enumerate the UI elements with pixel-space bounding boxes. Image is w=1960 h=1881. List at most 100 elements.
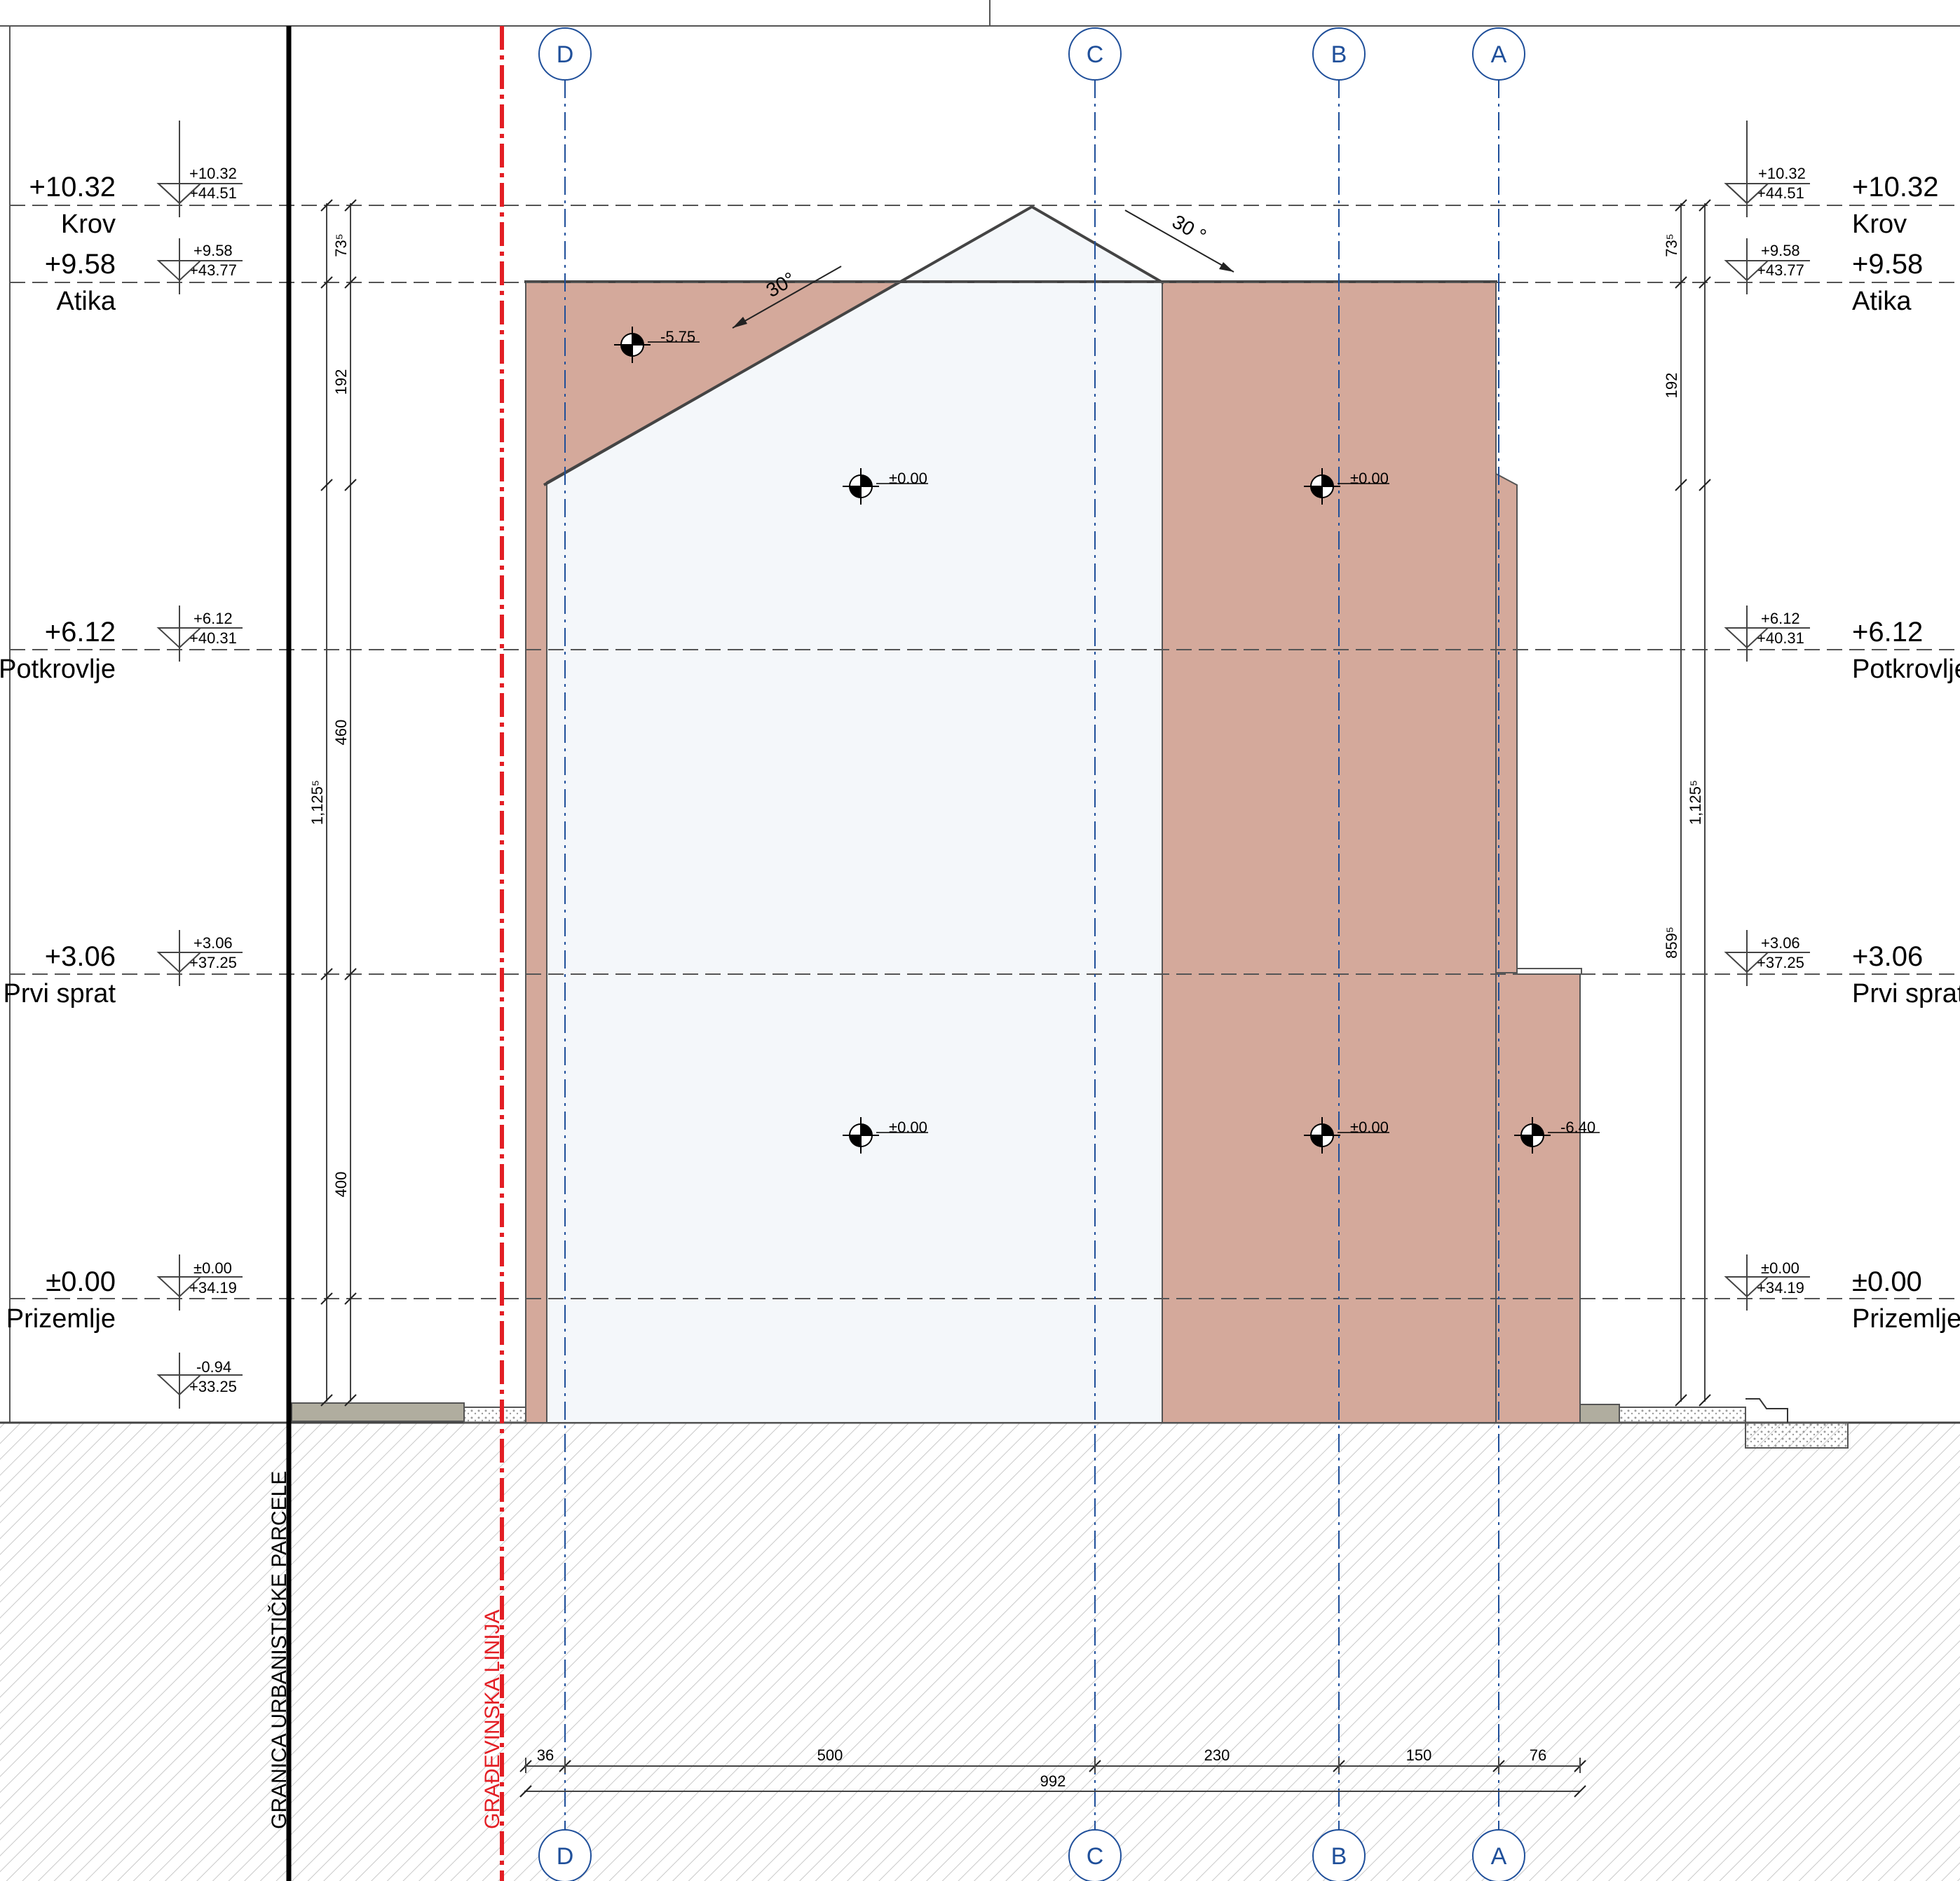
axis-bubble-c	[1068, 1829, 1122, 1881]
depth-mark-quadrant	[861, 1124, 872, 1135]
depth-mark-symbol	[1304, 468, 1389, 505]
level-rel-right-potkrovlje: +6.12	[1761, 610, 1800, 627]
building-line-label: GRAĐEVINSKA LINIJA	[481, 1610, 504, 1829]
depth-mark-symbol	[843, 468, 928, 505]
dim-tick-vertical	[320, 968, 333, 980]
dim-tick-vertical	[344, 1394, 357, 1407]
level-rel-right-prvi-sprat: +3.06	[1761, 934, 1800, 952]
ground-hatch	[0, 1423, 1960, 1881]
level-value-left-prvi-sprat: +3.06	[45, 941, 116, 972]
depth-mark-quadrant	[1532, 1124, 1544, 1135]
dim-tick-vertical	[320, 1394, 333, 1407]
dim-150: 150	[1406, 1746, 1432, 1764]
annex-cornice	[1516, 968, 1582, 975]
level-marker-right-potkrovlje: +6.12 +40.31 +6.12 Potkrovlje	[1757, 610, 1960, 684]
dim-230: 230	[1204, 1746, 1230, 1764]
dim-76: 76	[1530, 1746, 1546, 1764]
depth-mark-quadrant	[1322, 1124, 1333, 1135]
level-rel-right-prizemlje: ±0.00	[1761, 1259, 1799, 1277]
angle-arrowhead-right	[1219, 262, 1234, 272]
level-value-right-prvi-sprat: +3.06	[1852, 941, 1923, 972]
depth-mark-quadrant	[1311, 1135, 1322, 1147]
level-value-left-prizemlje: ±0.00	[46, 1266, 116, 1297]
horizontal-dims: 36 500 230 150 76 992	[524, 1746, 1580, 1792]
dim-tick-vertical	[1675, 276, 1687, 289]
depth-mark-1: -5.75	[614, 327, 700, 363]
level-name-right-prvi-sprat: Prvi sprat	[1852, 979, 1960, 1008]
level-symbols	[156, 121, 1810, 1409]
parcel-boundary-label: GRANICA URBANISTIČKE PARCELE	[267, 1471, 291, 1829]
terrain-abs: +33.25	[189, 1378, 237, 1395]
wall-annex	[1495, 972, 1581, 1423]
level-abs-left-prizemlje: +34.19	[189, 1279, 237, 1297]
depth-mark-symbol	[1514, 1117, 1600, 1154]
axis-bubble-b	[1312, 27, 1366, 81]
level-rel-right-atika: +9.58	[1761, 242, 1800, 259]
dim-tick-vertical	[1699, 199, 1711, 212]
axis-label-c: C	[1087, 41, 1104, 68]
grid-axes: D D C C B B A A	[538, 27, 1525, 1881]
level-marker-left-atika: +9.58 Atika +9.58 +43.77	[45, 242, 237, 316]
dim-left-735: 73⁵	[332, 233, 350, 257]
depth-mark-quadrant	[861, 475, 872, 486]
dim-tick-vertical	[344, 479, 357, 491]
gravel-strip-right	[1619, 1407, 1746, 1423]
level-lines	[10, 205, 1960, 1299]
depth-mark-quadrant	[1322, 475, 1333, 486]
depth-mark-quadrant	[850, 486, 861, 498]
angle-arrow-right	[1124, 210, 1234, 273]
level-name-right-atika: Atika	[1852, 287, 1912, 316]
level-marker-left-prvi-sprat: +3.06 Prvi sprat +3.06 +37.25	[4, 934, 237, 1008]
dim-tick-vertical	[344, 199, 357, 212]
gravel-step	[1745, 1422, 1849, 1449]
dim-right-735: 73⁵	[1663, 233, 1680, 257]
level-name-left-prvi-sprat: Prvi sprat	[4, 979, 116, 1008]
axis-bubble-d	[538, 1829, 592, 1881]
axis-label-b: B	[1331, 1843, 1347, 1870]
level-marker-left-prizemlje: ±0.00 Prizemlje ±0.00 +34.19	[6, 1259, 237, 1334]
depth-mark-label: -5.75	[660, 328, 695, 346]
dim-tick-vertical	[1675, 199, 1687, 212]
dim-tick-vertical	[1675, 1394, 1687, 1407]
depth-mark-symbol	[614, 327, 700, 363]
axis-label-d: D	[557, 1843, 574, 1870]
level-name-right-prizemlje: Prizemlje	[1852, 1304, 1960, 1334]
depth-mark-quadrant	[621, 345, 632, 356]
depth-mark-label: ±0.00	[889, 470, 927, 487]
angle-arrowhead-left	[733, 317, 747, 328]
level-value-left-potkrovlje: +6.12	[45, 617, 116, 648]
level-name-left-prizemlje: Prizemlje	[6, 1304, 116, 1334]
level-rel-left-krov: +10.32	[189, 165, 237, 182]
dim-tick-vertical	[1699, 276, 1711, 289]
depth-mark-label: ±0.00	[1350, 470, 1389, 487]
dim-tick-vertical	[320, 276, 333, 289]
level-value-right-krov: +10.32	[1852, 172, 1938, 203]
level-abs-right-prvi-sprat: +37.25	[1757, 954, 1804, 971]
dim-tick-vertical	[1699, 479, 1711, 491]
dim-tick-overall	[519, 1785, 532, 1798]
depth-mark-quadrant	[1311, 486, 1322, 498]
axis-bubble-c	[1068, 27, 1122, 81]
dim-right-192: 192	[1663, 373, 1680, 399]
wall-right-volume	[1162, 281, 1497, 1423]
angle-arrow-left	[732, 266, 842, 329]
axis-bubble-a	[1472, 27, 1525, 81]
axis-bubble-d	[538, 27, 592, 81]
depth-mark-label: ±0.00	[889, 1119, 927, 1136]
step-detail	[1745, 1398, 1788, 1423]
level-rel-left-prizemlje: ±0.00	[193, 1259, 232, 1277]
axis-label-b: B	[1331, 41, 1347, 68]
terrain-rel: -0.94	[196, 1358, 231, 1376]
level-value-right-atika: +9.58	[1852, 249, 1923, 280]
level-abs-left-prvi-sprat: +37.25	[189, 954, 237, 971]
level-rel-left-prvi-sprat: +3.06	[193, 934, 233, 952]
dim-tick-vertical	[320, 479, 333, 491]
roof-angle-right: 30 °	[1124, 210, 1234, 273]
depth-mark-3: ±0.00	[1304, 468, 1389, 505]
depth-mark-5: ±0.00	[1304, 1117, 1389, 1154]
level-value-left-atika: +9.58	[45, 249, 116, 280]
dim-left-192: 192	[332, 369, 350, 395]
level-value-right-prizemlje: ±0.00	[1852, 1266, 1922, 1297]
level-marker-left-terrain: -0.94 +33.25	[189, 1358, 237, 1395]
